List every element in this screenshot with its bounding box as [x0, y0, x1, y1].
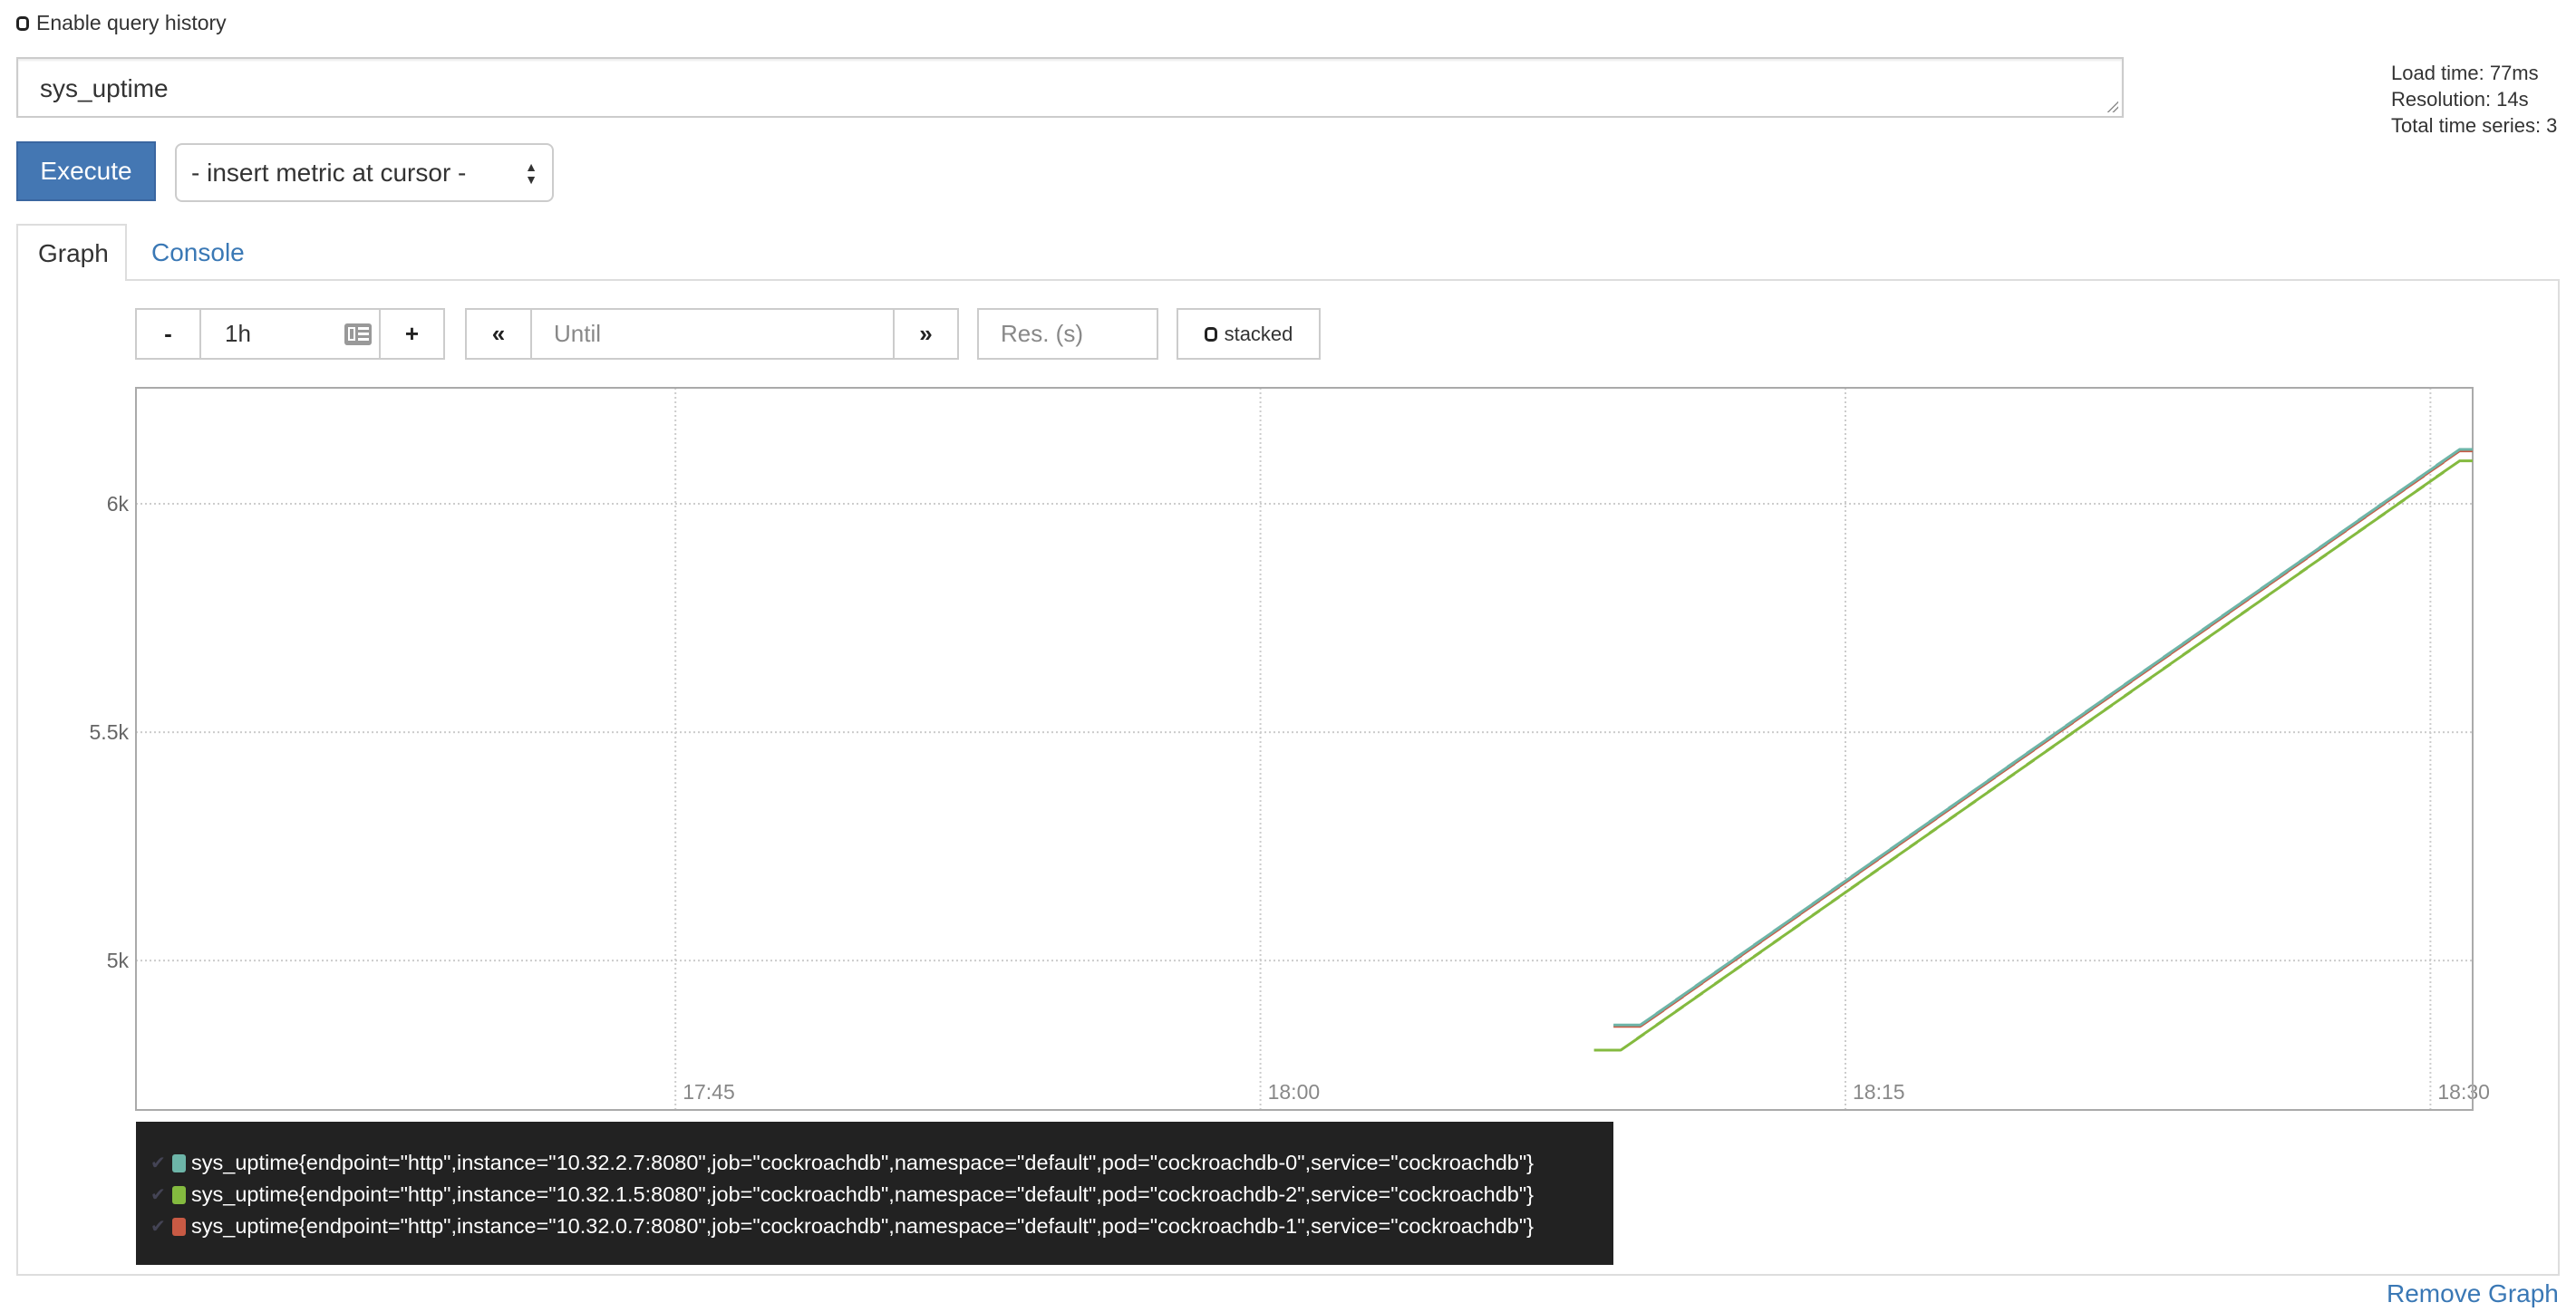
x-tick-label: 18:30 — [2437, 1080, 2490, 1104]
expression-value: sys_uptime — [40, 74, 169, 102]
x-tick-label: 17:45 — [683, 1080, 735, 1104]
legend-label: sys_uptime{endpoint="http",instance="10.… — [191, 1182, 1535, 1206]
select-arrows-icon: ▲ ▼ — [525, 159, 537, 187]
legend-item[interactable]: ✔ sys_uptime{endpoint="http",instance="1… — [150, 1182, 1534, 1207]
query-history-label: Enable query history — [36, 11, 227, 34]
check-icon: ✔ — [150, 1217, 166, 1237]
range-decrease-button[interactable]: - — [135, 308, 201, 360]
check-icon: ✔ — [150, 1185, 166, 1205]
legend-item[interactable]: ✔ sys_uptime{endpoint="http",instance="1… — [150, 1151, 1534, 1175]
remove-graph-link[interactable]: Remove Graph — [2387, 1279, 2559, 1307]
graph-panel — [16, 279, 2560, 1276]
insert-metric-selected: - insert metric at cursor - — [191, 158, 467, 187]
time-forward-button[interactable]: » — [893, 308, 959, 360]
range-value: 1h — [225, 320, 251, 347]
legend-swatch — [172, 1185, 186, 1204]
resolution-input[interactable]: Res. (s) — [977, 308, 1158, 360]
legend-swatch — [172, 1217, 186, 1236]
legend-item[interactable]: ✔ sys_uptime{endpoint="http",instance="1… — [150, 1214, 1534, 1239]
total-series: Total time series: 3 — [2391, 114, 2558, 137]
until-input[interactable]: Until — [530, 308, 895, 360]
series-line — [1613, 449, 2473, 1028]
resolution: Resolution: 14s — [2391, 88, 2529, 111]
query-stats: Load time: 77ms Resolution: 14s Total ti… — [2391, 60, 2557, 139]
insert-metric-select[interactable]: - insert metric at cursor - ▲ ▼ — [175, 143, 554, 202]
x-tick-label: 18:00 — [1268, 1080, 1321, 1104]
graph-legend: ✔ sys_uptime{endpoint="http",instance="1… — [136, 1122, 1613, 1265]
stacked-toggle[interactable]: stacked — [1177, 308, 1321, 360]
range-increase-button[interactable]: + — [379, 308, 445, 360]
y-tick-label: 6k — [107, 492, 130, 516]
expression-input[interactable]: sys_uptime — [16, 57, 2124, 118]
stacked-checkbox[interactable] — [1204, 326, 1217, 342]
execute-button[interactable]: Execute — [16, 141, 156, 201]
range-input[interactable]: 1h — [199, 308, 381, 360]
series-line — [1613, 448, 2473, 1027]
tab-graph[interactable]: Graph — [16, 224, 127, 281]
query-history-checkbox[interactable] — [16, 15, 29, 31]
legend-label: sys_uptime{endpoint="http",instance="10.… — [191, 1214, 1535, 1238]
x-tick-label: 18:15 — [1853, 1080, 1905, 1104]
range-picker-icon[interactable] — [344, 323, 372, 345]
y-tick-label: 5k — [107, 949, 130, 972]
legend-label: sys_uptime{endpoint="http",instance="10.… — [191, 1151, 1535, 1174]
check-icon: ✔ — [150, 1153, 166, 1173]
time-back-button[interactable]: « — [465, 308, 532, 360]
tab-console[interactable]: Console — [151, 237, 245, 266]
load-time: Load time: 77ms — [2391, 62, 2539, 84]
graph-plot: 5k 5.5k 6k 17:45 18:00 18:15 18:30 — [90, 387, 2490, 1111]
series-line — [1593, 459, 2473, 1052]
plot-frame — [135, 387, 2474, 1111]
stacked-label: stacked — [1224, 322, 1293, 345]
y-tick-label: 5.5k — [90, 720, 130, 744]
resize-grip-icon[interactable] — [2106, 100, 2118, 112]
legend-swatch — [172, 1153, 186, 1172]
enable-query-history[interactable]: Enable query history — [16, 11, 227, 35]
